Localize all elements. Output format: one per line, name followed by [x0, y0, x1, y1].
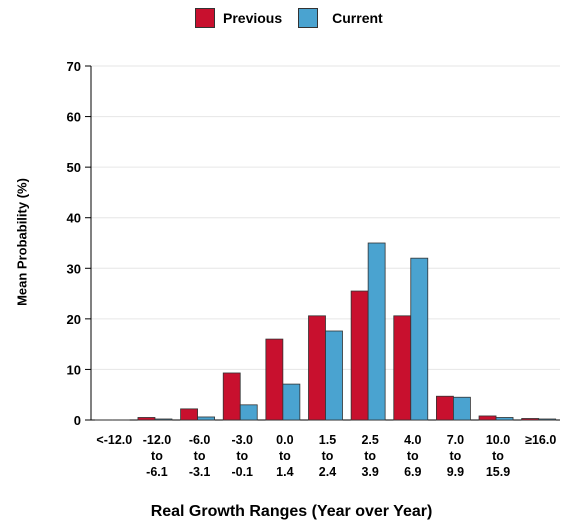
x-tick-label-line: 3.9	[361, 465, 378, 479]
y-tick-label: 30	[67, 261, 81, 276]
bar-current-3	[239, 404, 258, 421]
legend-label-current: Current	[332, 10, 383, 26]
x-tick-label-line: 1.4	[276, 465, 293, 479]
x-tick-label-line: 4.0	[404, 433, 421, 447]
y-tick-label: 60	[67, 110, 81, 125]
bar-current-1	[154, 418, 173, 421]
x-tick-label-line: 15.9	[486, 465, 510, 479]
legend-label-previous: Previous	[223, 10, 283, 26]
x-tick-label-line: to	[492, 449, 504, 463]
bar-current-9	[495, 417, 514, 421]
x-tick-label-line: to	[236, 449, 248, 463]
bar-current-10	[538, 418, 557, 421]
y-tick-label: 70	[67, 59, 81, 74]
x-tick-label: 4.0 to 6.9	[404, 433, 421, 479]
x-tick-label-line: -12.0	[143, 433, 172, 447]
x-tick-label-line: -3.1	[189, 465, 211, 479]
chart-legend: Previous Current	[195, 8, 399, 28]
x-tick-label-line: -0.1	[231, 465, 253, 479]
x-tick-label: 0.0 to 1.4	[276, 433, 293, 479]
bar-previous-7	[393, 315, 412, 421]
bar-current-4	[282, 383, 301, 421]
bar-current-6	[367, 242, 386, 421]
x-tick-label-line: 7.0	[447, 433, 464, 447]
bar-previous-9	[478, 415, 497, 421]
bar-current-2	[197, 416, 215, 421]
x-tick-label-line: -6.0	[189, 433, 211, 447]
y-tick-label: 20	[67, 312, 81, 327]
x-tick-label-line: ≥16.0	[525, 433, 556, 447]
legend-swatch-current	[298, 8, 319, 28]
x-tick-label-line: 1.5	[319, 433, 336, 447]
x-tick-label: ≥16.0	[525, 433, 556, 447]
x-tick-label-line: to	[364, 449, 376, 463]
x-tick-label-line: 6.9	[404, 465, 421, 479]
x-tick-label-line: to	[322, 449, 334, 463]
x-tick-label-line: to	[279, 449, 291, 463]
x-axis-label: Real Growth Ranges (Year over Year)	[150, 503, 433, 520]
bar-previous-3	[222, 372, 241, 421]
x-tick-label-line: 2.5	[361, 433, 378, 447]
y-tick-label: 40	[67, 211, 81, 226]
x-tick-label-line: <-12.0	[96, 433, 132, 447]
bar-current-8	[453, 396, 471, 421]
legend-item-previous: Previous	[195, 8, 282, 28]
y-tick-label: 50	[67, 160, 81, 175]
bar-current-7	[410, 257, 429, 421]
x-tick-label: <-12.0	[96, 433, 132, 447]
legend-swatch-previous	[195, 8, 215, 28]
x-tick-label-line: 10.0	[486, 433, 510, 447]
x-tick-label: 1.5 to 2.4	[319, 433, 336, 479]
bar-previous-10	[521, 418, 540, 421]
x-tick-label-line: to	[194, 449, 206, 463]
x-tick-label-line: to	[450, 449, 462, 463]
x-tick-label: 7.0 to 9.9	[447, 433, 464, 479]
x-tick-label: 10.0 to 15.9	[486, 433, 510, 479]
x-tick-label: -6.0 to -3.1	[189, 433, 211, 479]
bar-previous-8	[436, 395, 454, 421]
x-tick-label-line: -3.0	[231, 433, 253, 447]
bar-current-5	[325, 330, 343, 421]
y-tick-label: 10	[67, 362, 81, 377]
bar-previous-6	[350, 290, 369, 421]
x-tick-label: -12.0 to -6.1	[143, 433, 172, 479]
x-tick-label-line: -6.1	[146, 465, 168, 479]
x-tick-label: 2.5 to 3.9	[361, 433, 378, 479]
x-tick-label-line: to	[407, 449, 419, 463]
y-tick-label: 0	[74, 413, 81, 428]
bar-previous-2	[180, 408, 198, 421]
bar-previous-1	[137, 417, 156, 421]
x-tick-label: -3.0 to -0.1	[231, 433, 253, 479]
x-tick-label-line: 9.9	[447, 465, 464, 479]
x-tick-label-line: to	[151, 449, 163, 463]
x-tick-label-line: 2.4	[319, 465, 336, 479]
x-tick-label-line: 0.0	[276, 433, 293, 447]
bar-previous-5	[308, 315, 326, 421]
legend-item-current: Current	[298, 8, 383, 28]
bar-previous-4	[265, 338, 284, 421]
